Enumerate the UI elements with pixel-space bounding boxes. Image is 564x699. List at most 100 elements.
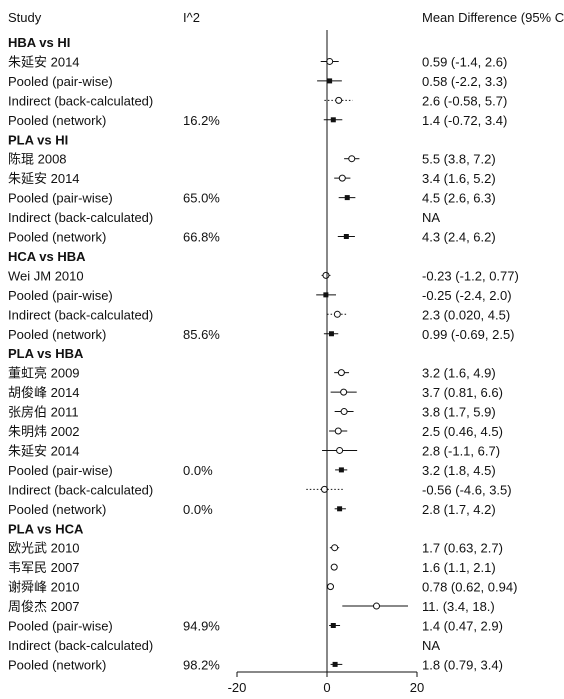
i2-value: 94.9% — [183, 619, 220, 634]
estimate-marker — [334, 427, 342, 435]
ci-text: 4.3 (2.4, 6.2) — [422, 230, 496, 245]
i2-value: 0.0% — [183, 463, 213, 478]
i2-value: 65.0% — [183, 191, 220, 206]
forest-rows: HBA vs HI 朱延安 2014 0.59 (-1.4, 2.6) Pooled … — [8, 35, 519, 672]
estimate-marker — [326, 57, 334, 65]
study-label: 谢舜峰 2010 — [8, 580, 80, 595]
estimate-marker — [322, 271, 330, 279]
estimate-marker — [348, 155, 356, 163]
study-label: Indirect (back-calculated) — [8, 638, 153, 653]
ci-text: -0.23 (-1.2, 0.77) — [422, 268, 519, 283]
ci-text: 2.5 (0.46, 4.5) — [422, 424, 503, 439]
study-label: 张房伯 2011 — [8, 405, 79, 420]
estimate-marker — [336, 446, 344, 454]
i2-value: 66.8% — [183, 230, 220, 245]
estimate-marker — [343, 234, 349, 239]
study-label: Pooled (network) — [8, 327, 106, 342]
ci-text: 3.7 (0.81, 6.6) — [422, 385, 503, 400]
ci-text: NA — [422, 210, 440, 225]
ci-text: 0.78 (0.62, 0.94) — [422, 580, 517, 595]
estimate-marker — [340, 388, 348, 396]
ci-text: 3.2 (1.8, 4.5) — [422, 463, 496, 478]
study-label: 欧光武 2010 — [8, 541, 80, 556]
estimate-marker — [331, 544, 339, 552]
ci-text: 0.59 (-1.4, 2.6) — [422, 54, 507, 69]
study-label: Pooled (network) — [8, 657, 106, 672]
study-label: Pooled (pair-wise) — [8, 288, 113, 303]
ci-text: -0.25 (-2.4, 2.0) — [422, 288, 512, 303]
ci-text: 1.4 (-0.72, 3.4) — [422, 113, 507, 128]
ci-text: 5.5 (3.8, 7.2) — [422, 152, 496, 167]
study-label: Pooled (pair-wise) — [8, 74, 113, 89]
estimate-marker — [328, 331, 334, 337]
ci-text: 3.4 (1.6, 5.2) — [422, 171, 496, 186]
study-label: 朱明炜 2002 — [8, 424, 80, 439]
study-label: Pooled (network) — [8, 502, 106, 517]
study-label: 周俊杰 2007 — [8, 599, 80, 614]
study-label: 董虹亮 2009 — [8, 366, 80, 381]
ci-text: 4.5 (2.6, 6.3) — [422, 191, 496, 206]
ci-text: 2.6 (-0.58, 5.7) — [422, 93, 507, 108]
study-label: Pooled (pair-wise) — [8, 619, 113, 634]
estimate-marker — [330, 563, 338, 571]
estimate-marker — [344, 195, 350, 201]
ci-text: 1.4 (0.47, 2.9) — [422, 619, 503, 634]
estimate-marker — [332, 661, 338, 667]
ci-text: 1.6 (1.1, 2.1) — [422, 560, 496, 575]
group-label: HCA vs HBA — [8, 249, 86, 264]
study-label: 陈琨 2008 — [8, 152, 67, 167]
ci-text: NA — [422, 638, 440, 653]
ci-text: 1.8 (0.79, 3.4) — [422, 657, 503, 672]
study-label: Indirect (back-calculated) — [8, 210, 153, 225]
estimate-marker — [335, 96, 343, 104]
estimate-marker — [338, 467, 344, 473]
group-label: PLA vs HCA — [8, 521, 84, 536]
ci-text: -0.56 (-4.6, 3.5) — [422, 482, 512, 497]
header-i2: I^2 — [183, 10, 200, 25]
estimate-marker — [327, 583, 335, 591]
ci-text: 3.8 (1.7, 5.9) — [422, 405, 496, 420]
x-tick-label: 0 — [323, 680, 330, 695]
study-label: 韦军民 2007 — [8, 560, 80, 575]
group-label: PLA vs HBA — [8, 346, 84, 361]
study-label: Indirect (back-calculated) — [8, 93, 153, 108]
estimate-marker — [333, 310, 341, 318]
estimate-marker — [337, 506, 343, 512]
estimate-marker — [330, 117, 336, 123]
estimate-marker — [330, 623, 336, 628]
study-label: Pooled (pair-wise) — [8, 191, 113, 206]
header-effect: Mean Difference (95% CI) — [422, 10, 564, 25]
group-label: HBA vs HI — [8, 35, 70, 50]
ci-text: 11. (3.4, 18.) — [422, 599, 495, 614]
study-label: Indirect (back-calculated) — [8, 482, 153, 497]
header-study: Study — [8, 10, 42, 25]
i2-value: 98.2% — [183, 657, 220, 672]
estimate-marker — [338, 174, 346, 182]
estimate-marker — [337, 369, 345, 377]
ci-text: 1.7 (0.63, 2.7) — [422, 541, 503, 556]
study-label: 朱延安 2014 — [8, 443, 80, 458]
study-label: Indirect (back-calculated) — [8, 307, 153, 322]
group-label: PLA vs HI — [8, 132, 68, 147]
study-label: Pooled (network) — [8, 230, 106, 245]
ci-text: 2.3 (0.020, 4.5) — [422, 307, 510, 322]
study-label: Wei JM 2010 — [8, 268, 84, 283]
ci-text: 3.2 (1.6, 4.9) — [422, 366, 496, 381]
study-label: 朱延安 2014 — [8, 171, 80, 186]
x-tick-label: -20 — [228, 680, 247, 695]
x-tick-label: 20 — [410, 680, 424, 695]
estimate-marker — [323, 292, 329, 298]
study-label: 胡俊峰 2014 — [8, 385, 80, 400]
study-label: Pooled (network) — [8, 113, 106, 128]
i2-value: 0.0% — [183, 502, 213, 517]
study-label: Pooled (pair-wise) — [8, 463, 113, 478]
i2-value: 85.6% — [183, 327, 220, 342]
i2-value: 16.2% — [183, 113, 220, 128]
estimate-marker — [340, 408, 348, 416]
ci-text: 0.58 (-2.2, 3.3) — [422, 74, 507, 89]
ci-text: 0.99 (-0.69, 2.5) — [422, 327, 515, 342]
ci-text: 2.8 (-1.1, 6.7) — [422, 443, 500, 458]
study-label: 朱延安 2014 — [8, 54, 80, 69]
estimate-marker — [327, 78, 333, 84]
